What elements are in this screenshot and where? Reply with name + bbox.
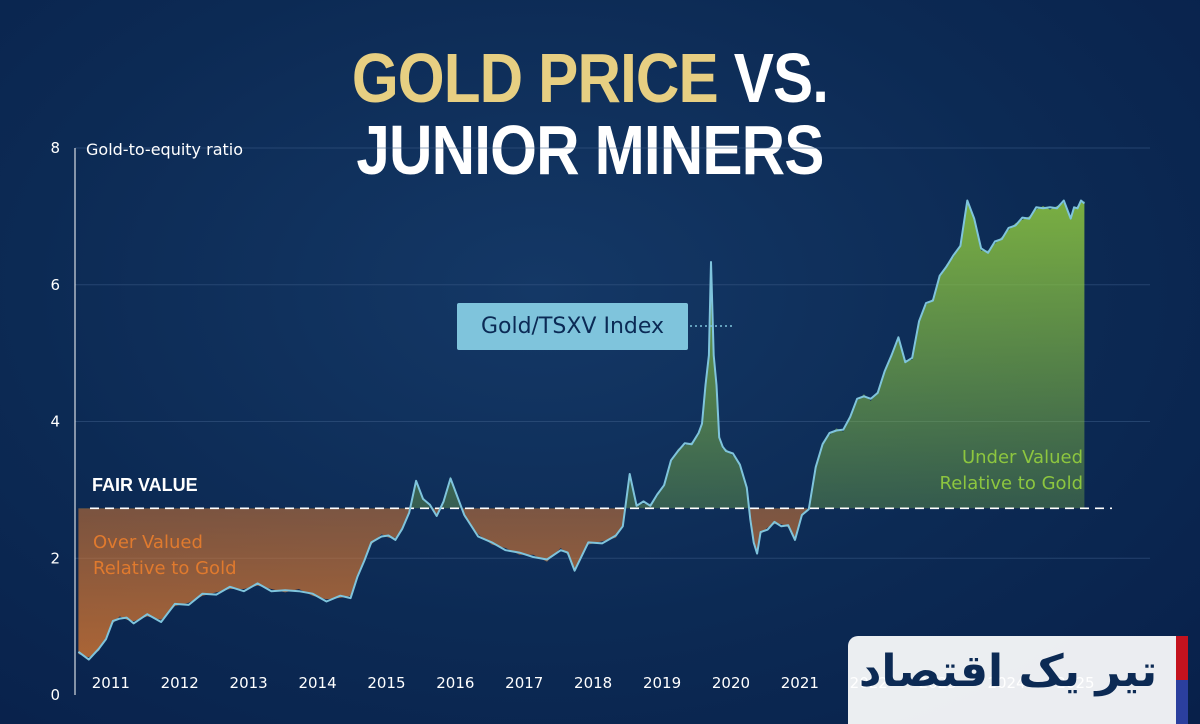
- x-tick-label-2011: 2011: [92, 674, 130, 692]
- under-valued-area: [78, 201, 1085, 509]
- watermark-red-bar: [1176, 636, 1188, 680]
- title-junior-miners: JUNIOR MINERS: [356, 111, 824, 189]
- x-tick-label-2017: 2017: [505, 674, 543, 692]
- series-line-gold-tsxv: [77, 199, 1086, 661]
- x-tick-label-2018: 2018: [574, 674, 612, 692]
- title-gold-price: GOLD PRICE: [351, 39, 719, 117]
- y-tick-label-8: 8: [50, 139, 60, 157]
- x-tick-label-2015: 2015: [367, 674, 405, 692]
- x-tick-label-2013: 2013: [230, 674, 268, 692]
- chart-title: GOLD PRICE VS. JUNIOR MINERS: [289, 42, 891, 186]
- watermark-logo: تیر یک اقتصاد: [848, 636, 1188, 724]
- over-valued-label-1: Over Valued: [93, 532, 203, 553]
- watermark-text: تیر یک اقتصاد: [858, 646, 1158, 697]
- y-tick-label-0: 0: [50, 686, 60, 704]
- y-axis-ticks: 0 2 4 6 8: [50, 139, 60, 704]
- x-tick-label-2014: 2014: [298, 674, 336, 692]
- over-valued-area: [78, 508, 808, 658]
- y-tick-label-2: 2: [50, 549, 60, 567]
- x-tick-label-2019: 2019: [643, 674, 681, 692]
- y-axis-label: Gold-to-equity ratio: [86, 140, 243, 159]
- fair-value-label: FAIR VALUE: [92, 475, 198, 495]
- series-label-badge: Gold/TSXV Index: [457, 303, 688, 350]
- over-valued-label-2: Relative to Gold: [93, 558, 237, 579]
- y-tick-label-4: 4: [50, 413, 60, 431]
- x-tick-label-2020: 2020: [712, 674, 750, 692]
- x-tick-label-2012: 2012: [161, 674, 199, 692]
- x-tick-label-2016: 2016: [436, 674, 474, 692]
- watermark-blue-bar: [1176, 680, 1188, 724]
- title-vs: VS.: [733, 39, 829, 117]
- y-tick-label-6: 6: [50, 276, 60, 294]
- x-tick-label-2021: 2021: [781, 674, 819, 692]
- under-valued-label-1: Under Valued: [962, 447, 1083, 468]
- under-valued-label-2: Relative to Gold: [940, 473, 1084, 494]
